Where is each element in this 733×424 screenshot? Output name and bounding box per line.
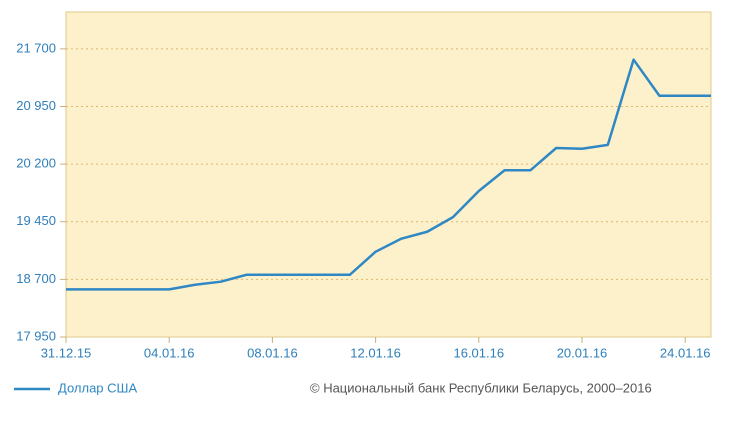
y-tick-label: 21 700: [16, 40, 56, 55]
line: [66, 58, 711, 291]
y-tick-label: 17 950: [16, 328, 56, 343]
y-tick-label: 19 450: [16, 213, 56, 228]
x-tick-label: 08.01.16: [247, 345, 298, 360]
plot-area: [65, 11, 712, 338]
y-tick-label: 20 200: [16, 156, 56, 171]
x-tick-label: 20.01.16: [557, 345, 608, 360]
x-tick-label: 24.01.16: [660, 345, 711, 360]
y-tick-label: 18 700: [16, 271, 56, 286]
source: © Национальный банк Республики Беларусь,…: [310, 380, 652, 395]
x-tick-label: 04.01.16: [144, 345, 195, 360]
y-tick-label: 20 950: [16, 98, 56, 113]
legend-label: Доллар США: [58, 380, 137, 395]
x-tick-label: 12.01.16: [350, 345, 401, 360]
x-tick-label: 16.01.16: [453, 345, 504, 360]
x-tick-label: 31.12.15: [41, 345, 92, 360]
